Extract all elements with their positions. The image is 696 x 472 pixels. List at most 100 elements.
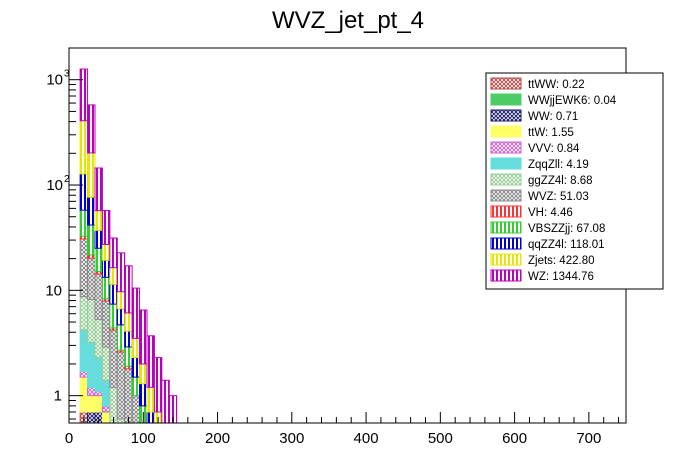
y-tick-label: 10 xyxy=(46,177,63,194)
legend-entry: WZ: 1344.76 xyxy=(528,271,594,283)
bar-segment xyxy=(87,196,96,226)
bar-segment xyxy=(87,411,96,424)
chart-title: WVZ_jet_pt_4 xyxy=(272,7,424,34)
bar-segment xyxy=(94,395,103,413)
y-tick-label: 10 xyxy=(45,282,62,299)
bar-segment xyxy=(87,257,96,300)
bar-segment xyxy=(94,210,103,231)
legend-entry: ttW: 1.55 xyxy=(528,127,574,139)
bar-segment xyxy=(87,395,96,413)
bar-segment xyxy=(116,324,126,351)
x-tick-label: 0 xyxy=(65,430,73,447)
legend-swatch xyxy=(490,157,522,170)
x-tick-label: 100 xyxy=(131,430,156,447)
bar-segment xyxy=(161,379,170,424)
bar-segment xyxy=(101,411,111,424)
bar-segment xyxy=(146,335,155,388)
bar-segment xyxy=(87,224,96,256)
bar-segment xyxy=(79,120,89,175)
y-tick-exponent: 2 xyxy=(64,174,70,185)
x-tick-label: 200 xyxy=(205,430,230,447)
bar-segment xyxy=(116,418,126,424)
bar-segment xyxy=(116,291,126,310)
bar-segment xyxy=(101,276,111,300)
y-tick-exponent: 3 xyxy=(64,69,70,80)
bar-segment xyxy=(79,296,89,331)
x-axis: 0 100 200 300 400 500 600 700 xyxy=(65,412,620,447)
legend-swatch xyxy=(490,205,522,218)
bar-segment xyxy=(101,243,111,261)
bar-segment xyxy=(79,68,89,122)
legend-entry: VBSZZjj: 67.08 xyxy=(528,223,605,235)
x-tick-label: 600 xyxy=(502,430,527,447)
bar-segment xyxy=(131,337,141,359)
bar-segment xyxy=(124,265,133,314)
bar-segment xyxy=(153,357,163,413)
y-tick-label: 10 xyxy=(46,72,63,89)
bar-segment xyxy=(109,267,118,285)
bar-segment xyxy=(146,386,155,413)
bar-segment xyxy=(124,368,133,424)
bar-segment xyxy=(87,341,96,388)
legend-swatch xyxy=(490,173,522,186)
bar-segment xyxy=(87,386,96,397)
bar-segment xyxy=(79,370,89,378)
bar-segment xyxy=(116,308,126,326)
x-tick-label: 500 xyxy=(428,430,453,447)
bar-segment xyxy=(139,363,148,385)
bar-segment xyxy=(101,379,111,407)
legend-entry: WWjjEWK6: 0.04 xyxy=(528,95,617,107)
bar-segment xyxy=(79,209,89,237)
bar-segment xyxy=(94,318,103,359)
bar-segment xyxy=(124,346,133,367)
legend-entry: ggZZ4l: 8.68 xyxy=(528,175,593,187)
bar-segment xyxy=(131,357,141,378)
bar-segment xyxy=(109,283,118,305)
bar-segment xyxy=(94,390,103,397)
bar-segment xyxy=(101,405,111,413)
legend-entry: VVV: 0.84 xyxy=(528,143,580,155)
bar-segment xyxy=(131,376,141,397)
legend-entry: WW: 0.71 xyxy=(528,111,578,123)
bar-segment xyxy=(94,167,103,212)
bar-segment xyxy=(79,173,89,211)
bar-segment xyxy=(101,300,111,348)
bar-segment xyxy=(87,104,96,154)
bar-segment xyxy=(87,298,96,343)
bar-segment xyxy=(131,395,141,424)
legend-entry: Zjets: 422.80 xyxy=(528,255,594,267)
legend-swatch xyxy=(490,253,522,266)
bar-segment xyxy=(139,309,148,365)
bar-segment xyxy=(79,376,89,413)
bar-segment xyxy=(116,252,126,293)
bar-segment xyxy=(101,259,111,278)
y-tick-label: 1 xyxy=(54,388,62,405)
bar-segment xyxy=(124,312,133,332)
bar-segment xyxy=(79,238,89,298)
legend-entry: ZqqZll: 4.19 xyxy=(528,159,589,171)
legend-swatch xyxy=(490,125,522,138)
bar-segment xyxy=(116,351,126,420)
bar-segment xyxy=(94,357,103,392)
legend-entry: ttWW: 0.22 xyxy=(528,79,585,91)
x-tick-label: 300 xyxy=(279,430,304,447)
bar-segment xyxy=(109,303,118,329)
legend-swatch xyxy=(490,189,522,202)
bar-segment xyxy=(94,229,103,249)
bar-segment xyxy=(94,273,103,320)
bar-segment xyxy=(109,237,118,269)
legend-swatch xyxy=(490,237,522,250)
legend-swatch xyxy=(490,141,522,154)
bar-segment xyxy=(131,287,141,339)
legend-entry: VH: 4.46 xyxy=(528,207,573,219)
bar-segment xyxy=(101,209,111,245)
legend-entry: qqZZ4l: 118.01 xyxy=(528,239,605,251)
bar-segment xyxy=(79,329,89,372)
legend-swatch xyxy=(490,93,522,106)
legend-swatch xyxy=(490,221,522,234)
bar-segment xyxy=(109,329,118,388)
x-tick-label: 400 xyxy=(354,430,379,447)
bar-segment xyxy=(124,330,133,348)
